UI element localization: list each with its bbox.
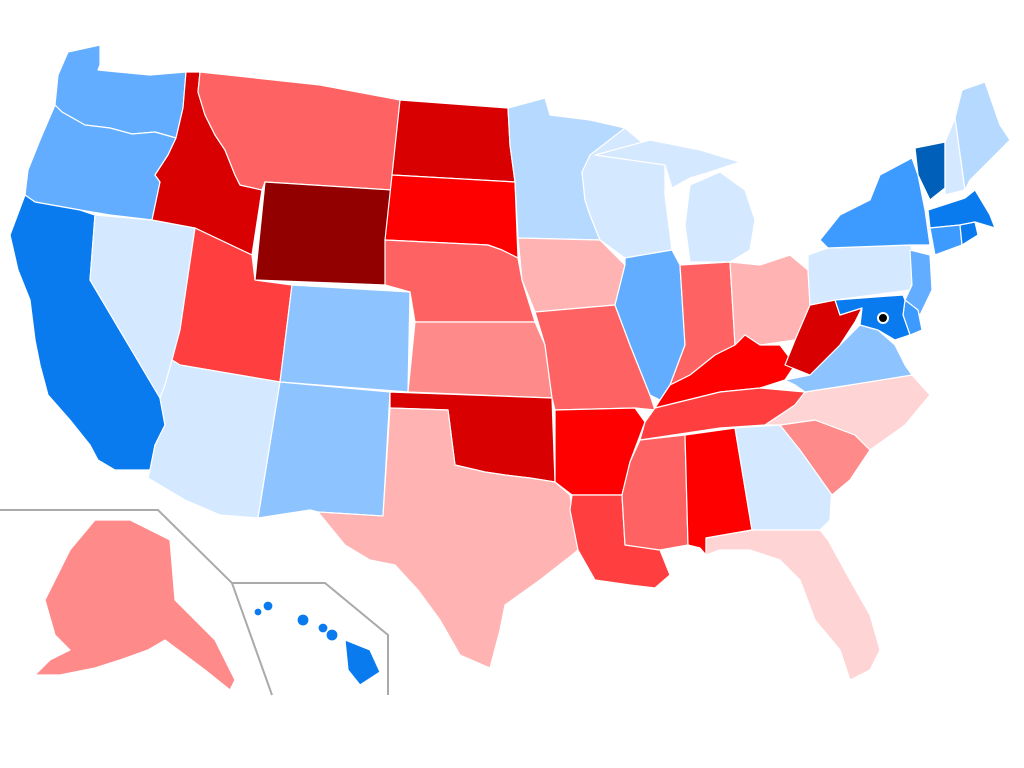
state-ia[interactable] (517, 237, 626, 313)
state-ri[interactable] (959, 221, 979, 246)
state-wy[interactable] (254, 181, 393, 286)
state-nc[interactable] (764, 374, 931, 451)
state-nj[interactable] (904, 249, 933, 316)
state-vt[interactable] (914, 141, 946, 201)
state-nm[interactable] (257, 381, 391, 519)
state-ak[interactable] (34, 519, 236, 691)
state-ne[interactable] (384, 239, 536, 323)
alaska-inset-border (0, 509, 273, 696)
state-nd[interactable] (391, 99, 516, 183)
state-co[interactable] (279, 284, 411, 393)
state-az[interactable] (147, 359, 281, 519)
state-hi[interactable] (253, 600, 381, 686)
state-nh[interactable] (944, 117, 966, 196)
state-tx[interactable] (317, 407, 579, 669)
dc-marker[interactable] (877, 312, 889, 324)
state-ct[interactable] (929, 224, 963, 256)
state-ks[interactable] (407, 321, 553, 399)
state-ma[interactable] (927, 189, 996, 229)
state-mi[interactable] (594, 139, 756, 263)
state-ny[interactable] (819, 157, 931, 249)
hawaii-inset-border (232, 582, 389, 695)
state-fl[interactable] (705, 529, 881, 681)
state-md[interactable] (834, 294, 911, 341)
state-me[interactable] (954, 81, 1011, 191)
states-group (9, 44, 1011, 691)
